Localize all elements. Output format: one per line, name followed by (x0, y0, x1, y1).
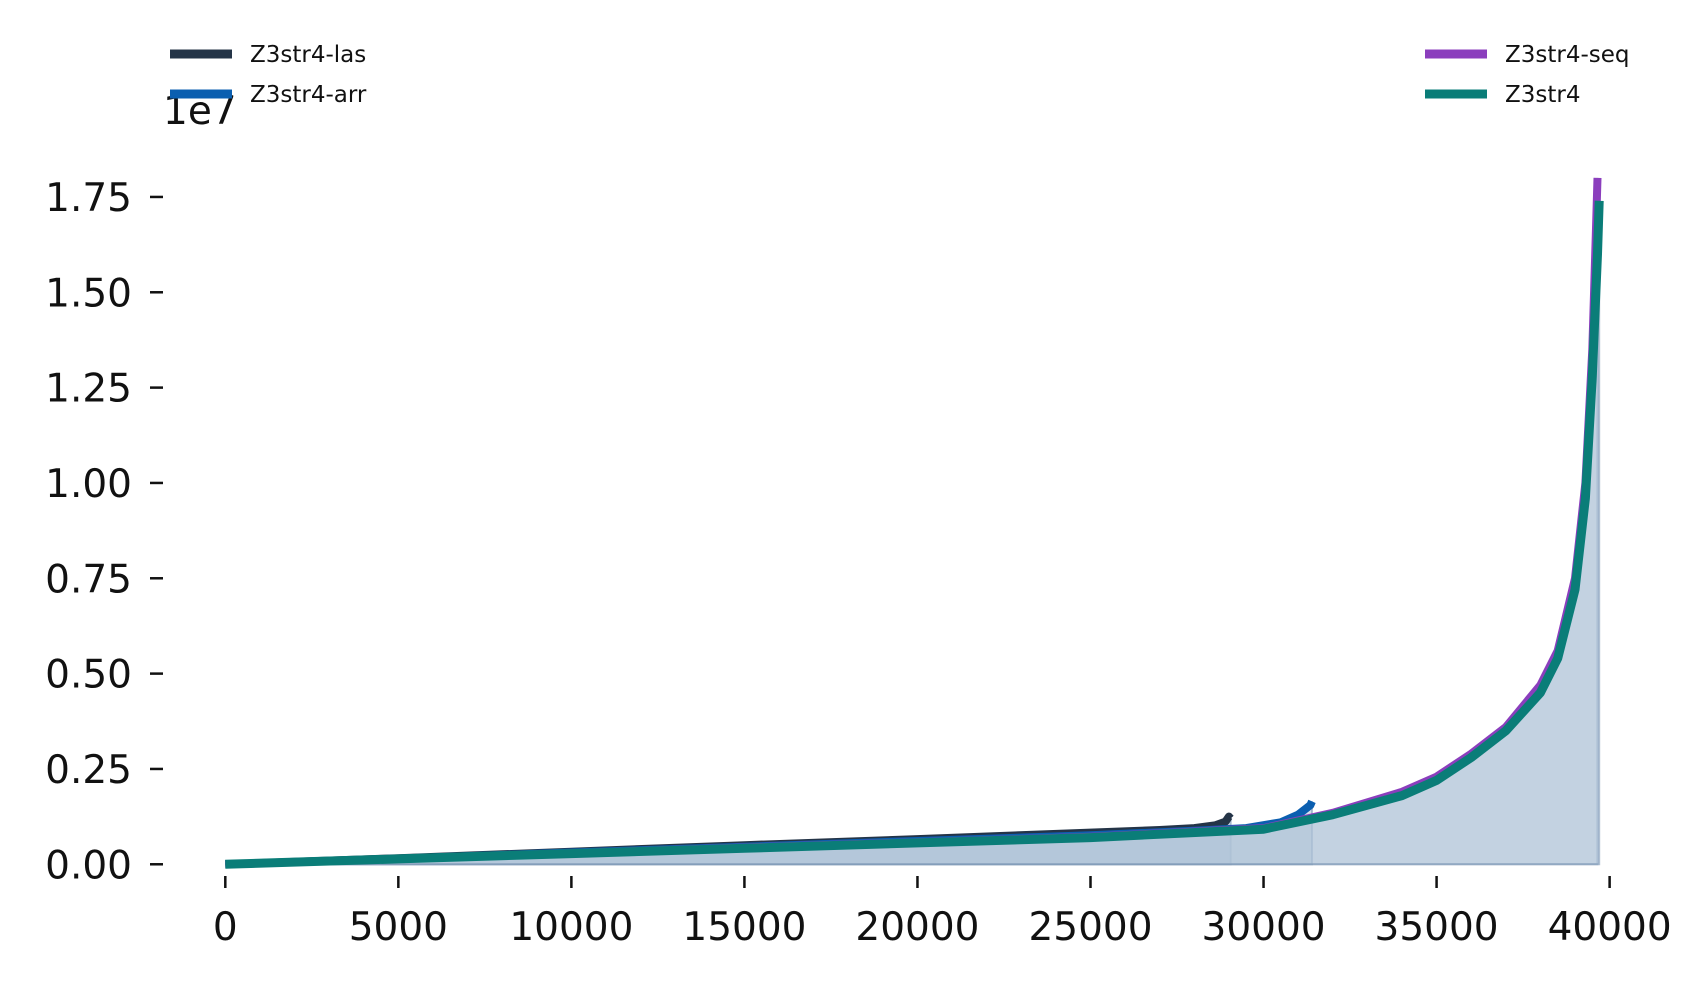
legend-label: Z3str4-las (250, 42, 366, 68)
y-tick-label: 0.00 (45, 843, 132, 888)
y-tick-label: 0.50 (45, 653, 132, 698)
y-tick-label: 1.25 (45, 367, 132, 412)
area-fill-3 (225, 177, 1599, 866)
x-tick-label: 15000 (682, 905, 806, 950)
x-tick-label: 5000 (349, 905, 448, 950)
x-tick-label: 20000 (855, 905, 979, 950)
series-line-z3str4 (225, 200, 1604, 869)
axes: 0 5000 10000 15000 20000 25000 30000 35000 40000… (45, 176, 1672, 950)
x-tick-label: 40000 (1548, 905, 1672, 950)
y-tick-label: 1.75 (45, 176, 132, 221)
x-tick-label: 30000 (1202, 905, 1326, 950)
legend-label: Z3str4-seq (1505, 42, 1630, 68)
legend-label: Z3str4 (1505, 82, 1580, 108)
legends: Z3str4-las Z3str4-arr Z3str4-seq Z3str4 (170, 42, 1630, 108)
y-tick-label: 0.75 (45, 557, 132, 602)
x-tick-label: 35000 (1375, 905, 1499, 950)
x-tick-label: 0 (213, 905, 238, 950)
area-fills (225, 177, 1601, 866)
y-tick-label: 1.50 (45, 271, 132, 316)
y-tick-label: 1.00 (45, 462, 132, 507)
legend-label: Z3str4-arr (250, 82, 367, 108)
x-tick-label: 25000 (1028, 905, 1152, 950)
series-line-z3str4-seq (225, 177, 1602, 869)
series-lines (225, 177, 1604, 869)
area-fill-4 (225, 200, 1601, 866)
y-tick-label: 0.25 (45, 748, 132, 793)
x-tick-label: 10000 (509, 905, 633, 950)
